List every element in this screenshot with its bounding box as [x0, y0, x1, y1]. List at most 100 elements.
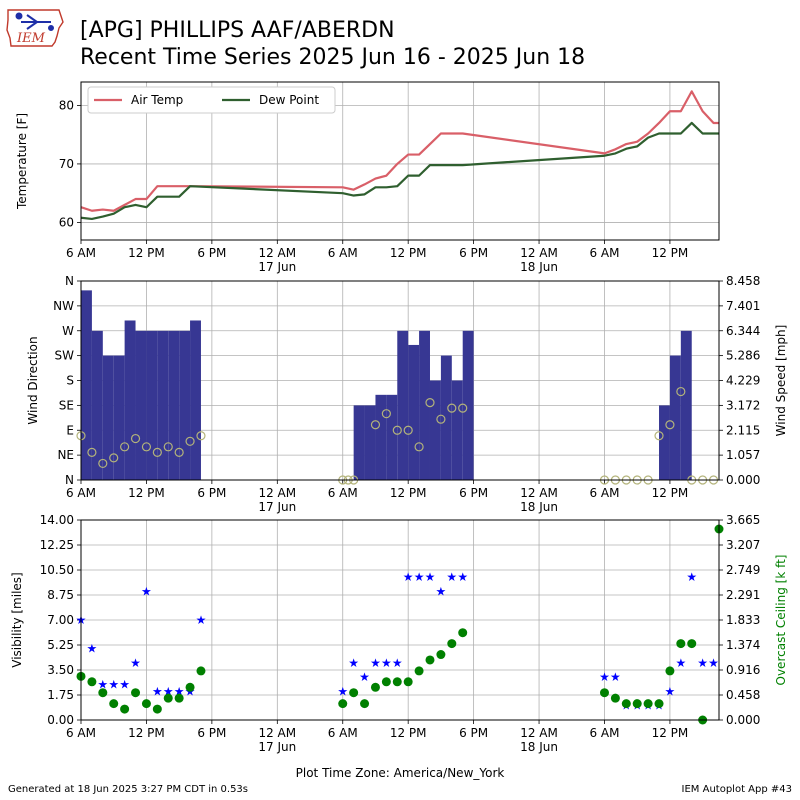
- x-tick-label: 6 PM: [197, 246, 226, 260]
- visibility-marker: ★: [196, 613, 207, 627]
- y2-tick-label: 0.000: [726, 473, 760, 487]
- ceiling-marker: [632, 699, 642, 709]
- visibility-marker: ★: [446, 570, 457, 584]
- visibility-marker: ★: [130, 656, 141, 670]
- ceiling-marker: [414, 666, 424, 676]
- ceiling-marker: [370, 682, 380, 692]
- x-tick-label: 12 AM: [520, 726, 558, 740]
- wind-speed-bar: [102, 355, 114, 480]
- visibility-marker: ★: [337, 684, 348, 698]
- y-tick-label: N: [65, 274, 74, 288]
- wind-direction-marker: [196, 431, 206, 441]
- logo-text: IEM: [16, 31, 46, 46]
- wind-speed-bar: [680, 330, 692, 480]
- wind-direction-marker: [665, 420, 675, 430]
- ceiling-marker: [152, 704, 162, 714]
- visibility-marker: ★: [97, 677, 108, 691]
- iem-logo: IEM: [6, 9, 64, 47]
- legend: Air Temp Dew Point: [87, 86, 336, 114]
- y-tick-label: S: [66, 374, 74, 388]
- y2-tick-label: 6.344: [726, 324, 760, 338]
- ceiling-marker: [196, 666, 206, 676]
- wind-speed-bar: [157, 330, 169, 480]
- x-tick-label: 6 AM: [328, 486, 358, 500]
- wind-speed-bar: [135, 330, 147, 480]
- airplane-icon: [15, 12, 54, 31]
- air-temp-line: [80, 90, 719, 212]
- chart-title-station: [APG] PHILLIPS AAF/ABERDN: [80, 18, 395, 43]
- x-tick-label: 6 PM: [459, 726, 488, 740]
- visibility-marker: ★: [708, 656, 719, 670]
- x-tick-label: 12 PM: [128, 486, 165, 500]
- y-axis-label: Visibility [miles]: [10, 572, 24, 667]
- x-tick-label: 6 AM: [589, 726, 619, 740]
- ceiling-marker: [381, 677, 391, 687]
- y2-tick-label: 0.458: [726, 688, 760, 702]
- x-tick-label: 12 AM: [520, 486, 558, 500]
- y-tick-label: SW: [55, 349, 75, 363]
- wind-speed-bar: [168, 330, 180, 480]
- wind-direction-marker: [163, 442, 173, 452]
- visibility-marker: ★: [163, 684, 174, 698]
- wind-direction-marker: [676, 386, 686, 397]
- chart-title-range: Recent Time Series 2025 Jun 16 - 2025 Ju…: [80, 45, 586, 70]
- ceiling-marker: [338, 699, 348, 709]
- wind-direction-marker: [381, 409, 391, 419]
- y-tick-label: NW: [53, 299, 74, 313]
- ceiling-marker: [458, 628, 468, 638]
- generated-note: Generated at 18 Jun 2025 3:27 PM CDT in …: [8, 784, 249, 795]
- y2-tick-label: 3.665: [726, 513, 760, 527]
- y2-tick-label: 2.115: [726, 423, 760, 437]
- wind-speed-bar: [386, 394, 398, 480]
- x-tick-label: 12 AM: [258, 246, 296, 260]
- wind-speed-bar: [408, 344, 420, 480]
- y2-tick-label: 8.458: [726, 274, 760, 288]
- y2-tick-label: 2.291: [726, 588, 760, 602]
- x-day-label: 17 Jun: [258, 500, 296, 514]
- legend-label-dew-point: Dew Point: [259, 93, 319, 107]
- x-tick-label: 12 PM: [128, 726, 165, 740]
- ceiling-marker: [141, 699, 151, 709]
- y2-tick-label: 3.172: [726, 398, 760, 412]
- ceiling-marker: [403, 677, 413, 687]
- y2-tick-label: 3.207: [726, 538, 760, 552]
- wind-speed-bar: [353, 405, 365, 480]
- x-tick-label: 12 PM: [128, 246, 165, 260]
- wind-direction-marker: [152, 447, 162, 457]
- wind-direction-marker: [98, 458, 108, 469]
- ceiling-marker: [120, 704, 130, 714]
- x-day-label: 17 Jun: [258, 260, 296, 274]
- visibility-marker: ★: [599, 670, 610, 684]
- wind-speed-bar: [81, 290, 92, 480]
- x-tick-label: 6 PM: [197, 486, 226, 500]
- y-tick-label: W: [62, 324, 74, 338]
- visibility-marker: ★: [697, 656, 708, 670]
- y-tick-label: 0.00: [47, 713, 74, 727]
- wind-direction-marker: [141, 442, 152, 452]
- visibility-marker: ★: [457, 570, 468, 584]
- panel-frame: [80, 280, 720, 481]
- y-tick-label: E: [66, 423, 74, 437]
- y2-tick-label: 7.401: [726, 299, 760, 313]
- x-tick-label: 6 AM: [589, 246, 619, 260]
- y-tick-label: 5.25: [47, 638, 74, 652]
- wind-speed-bar: [429, 380, 441, 480]
- wind-direction-marker: [458, 403, 468, 413]
- ceiling-marker: [436, 650, 446, 660]
- x-day-label: 18 Jun: [520, 260, 558, 274]
- visibility-marker: ★: [675, 656, 686, 670]
- wind-direction-marker: [447, 403, 457, 413]
- wind-speed-bar: [397, 330, 409, 480]
- ceiling-marker: [185, 682, 195, 692]
- y-tick-label: 60: [59, 215, 74, 229]
- visibility-marker: ★: [370, 656, 381, 670]
- visibility-marker: ★: [665, 684, 676, 698]
- visibility-marker: ★: [87, 642, 98, 656]
- wind-speed-bar: [124, 320, 136, 480]
- wind-direction-marker: [436, 414, 446, 424]
- visibility-marker: ★: [348, 656, 359, 670]
- y2-tick-label: 4.229: [726, 374, 760, 388]
- y2-tick-label: 1.374: [726, 638, 760, 652]
- visibility-marker: ★: [141, 584, 152, 598]
- x-tick-label: 12 PM: [652, 726, 689, 740]
